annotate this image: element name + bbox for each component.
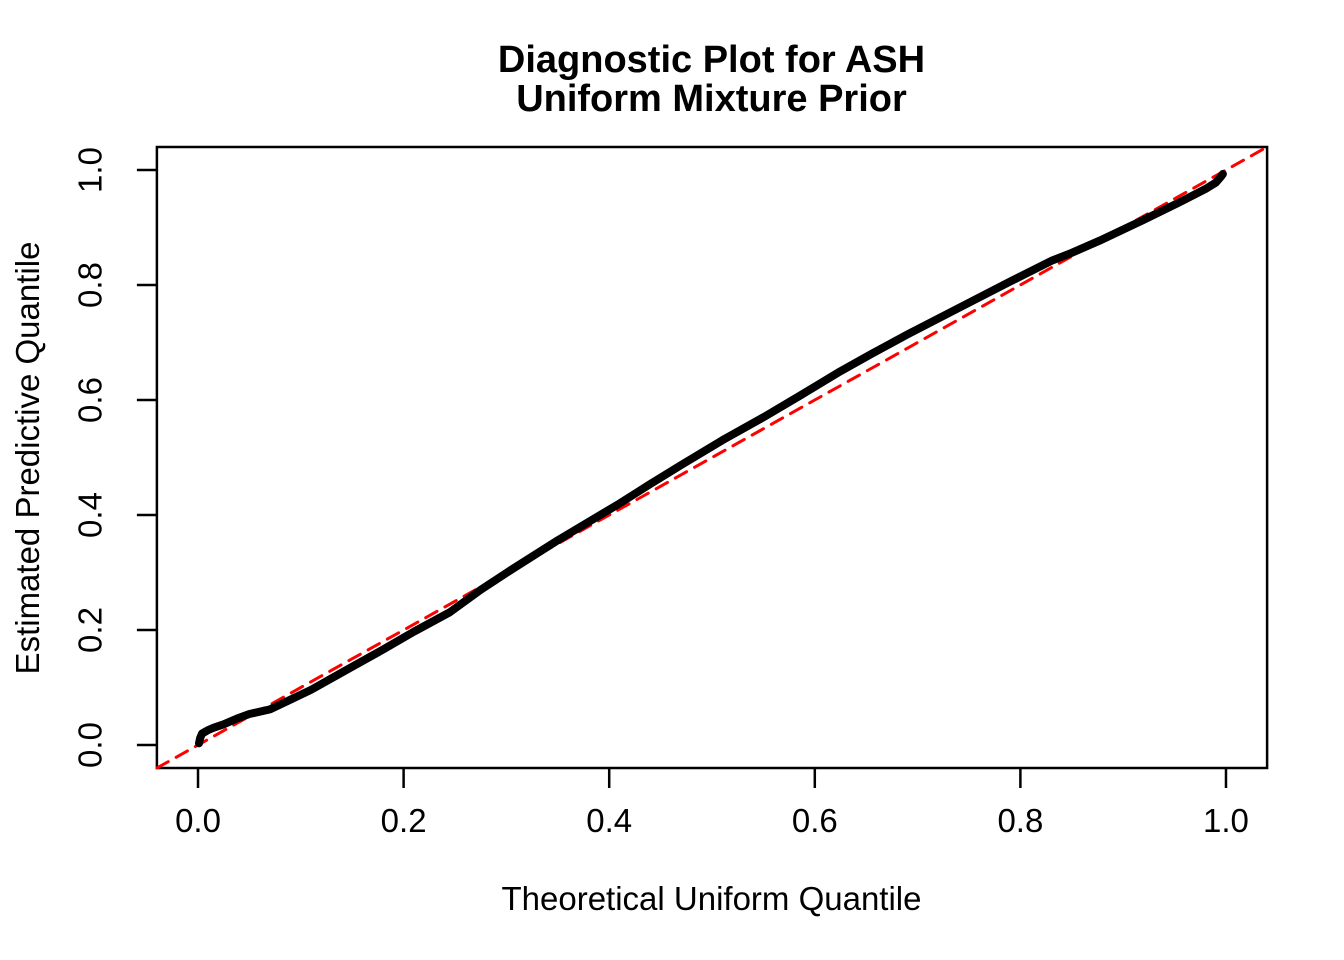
x-axis-title: Theoretical Uniform Quantile <box>501 880 922 917</box>
x-axis-tick-label: 0.8 <box>997 802 1043 839</box>
x-axis-tick-label: 0.2 <box>381 802 427 839</box>
x-axis-tick-label: 1.0 <box>1203 802 1249 839</box>
y-axis-tick-label: 0.8 <box>72 262 109 308</box>
chart-title: Diagnostic Plot for ASH Uniform Mixture … <box>156 41 1267 119</box>
chart-title-line1: Diagnostic Plot for ASH <box>497 39 926 81</box>
plot-frame <box>155 145 1269 770</box>
series-estimated-vs-theoretical-quantiles <box>195 170 1227 748</box>
y-axis-tick-label: 0.2 <box>72 607 109 653</box>
x-axis-tick-label: 0.4 <box>586 802 632 839</box>
x-axis-tick-label: 0.0 <box>175 802 221 839</box>
y-axis-tick-label: 0.4 <box>72 492 109 538</box>
y-axis-tick-label: 0.6 <box>72 377 109 423</box>
y-axis-tick-label: 0.0 <box>72 722 109 768</box>
chart-title-line2: Uniform Mixture Prior <box>516 78 907 120</box>
y-axis-tick-label: 1.0 <box>72 147 109 193</box>
x-axis-tick-label: 0.6 <box>792 802 838 839</box>
